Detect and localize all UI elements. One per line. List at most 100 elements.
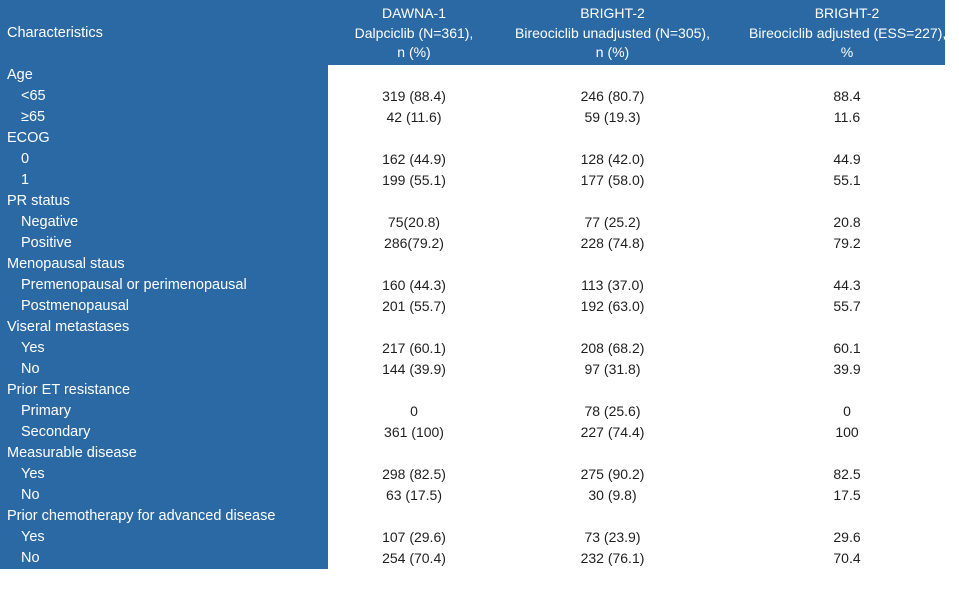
table-row-item: Yes 107 (29.6) 73 (23.9) 29.6 — [0, 527, 945, 548]
row-label: Viseral metastases — [0, 317, 328, 338]
row-value: 55.7 — [833, 298, 861, 314]
row-value — [725, 443, 945, 464]
row-value: 39.9 — [833, 361, 861, 377]
row-value: 75(20.8) — [387, 214, 441, 230]
row-value — [328, 443, 500, 464]
row-label: Menopausal staus — [0, 254, 328, 275]
row-label: Positive — [0, 233, 328, 254]
row-label: ≥65 — [0, 107, 328, 128]
row-value — [500, 317, 725, 338]
row-value: 73 (23.9) — [584, 529, 641, 545]
row-value — [500, 191, 725, 212]
row-value — [725, 317, 945, 338]
row-value — [500, 128, 725, 149]
row-value: 286(79.2) — [384, 235, 444, 251]
row-value — [500, 254, 725, 275]
table-row-category: Menopausal staus — [0, 254, 945, 275]
column-header-arm: Bireociclib adjusted (ESS=227), — [749, 24, 947, 41]
table-row-item: Positive 286(79.2) 228 (74.8) 79.2 — [0, 233, 945, 254]
row-label: Primary — [0, 401, 328, 422]
row-label: Yes — [0, 464, 328, 485]
characteristics-header: Characteristics — [7, 24, 103, 41]
table-row-category: Measurable disease — [0, 443, 945, 464]
table-row-category: Prior ET resistance — [0, 380, 945, 401]
row-value: 160 (44.3) — [382, 277, 446, 293]
row-value: 177 (58.0) — [580, 172, 645, 188]
row-value: 144 (39.9) — [382, 361, 446, 377]
row-value: 361 (100) — [384, 424, 444, 440]
row-value — [328, 506, 500, 527]
table-row-item: Yes 217 (60.1) 208 (68.2) 60.1 — [0, 338, 945, 359]
table-row-item: Primary 0 78 (25.6) 0 — [0, 401, 945, 422]
table-row-item: Yes 298 (82.5) 275 (90.2) 82.5 — [0, 464, 945, 485]
column-header-arm: Bireociclib unadjusted (N=305), — [515, 24, 710, 41]
row-value: 246 (80.7) — [580, 88, 645, 104]
table-row-item: <65 319 (88.4) 246 (80.7) 88.4 — [0, 86, 945, 107]
row-value: 128 (42.0) — [580, 151, 645, 167]
row-value: 60.1 — [833, 340, 861, 356]
row-label: Age — [0, 65, 328, 86]
row-value: 82.5 — [833, 466, 861, 482]
row-value: 100 — [835, 424, 859, 440]
column-header-arm: Dalpciclib (N=361), — [354, 24, 474, 41]
row-label: No — [0, 359, 328, 380]
table-row-category: Age — [0, 65, 945, 86]
row-value: 217 (60.1) — [382, 340, 446, 356]
table-row-item: Secondary 361 (100) 227 (74.4) 100 — [0, 422, 945, 443]
table-header: Characteristics DAWNA-1 Dalpciclib (N=36… — [0, 0, 947, 65]
row-label: Secondary — [0, 422, 328, 443]
table-row-category: Viseral metastases — [0, 317, 945, 338]
column-header-metric: n (%) — [397, 44, 431, 60]
column-header-dawna1: DAWNA-1 Dalpciclib (N=361), n (%) — [328, 0, 500, 65]
column-header-metric: n (%) — [595, 44, 630, 60]
row-value: 113 (37.0) — [581, 277, 644, 293]
row-value — [725, 254, 945, 275]
row-value: 275 (90.2) — [580, 466, 645, 482]
table-row-item: 0 162 (44.9) 128 (42.0) 44.9 — [0, 149, 945, 170]
column-header-bright2-adjusted: BRIGHT-2 Bireociclib adjusted (ESS=227),… — [725, 0, 947, 65]
table-row-item: 1 199 (55.1) 177 (58.0) 55.1 — [0, 170, 945, 191]
row-label: <65 — [0, 86, 328, 107]
row-value: 319 (88.4) — [382, 88, 446, 104]
row-label: PR status — [0, 191, 328, 212]
row-label: Prior chemotherapy for advanced disease — [0, 506, 328, 527]
row-label: Premenopausal or perimenopausal — [0, 275, 328, 296]
row-value — [725, 191, 945, 212]
row-value — [725, 380, 945, 401]
column-header-study: BRIGHT-2 — [580, 5, 645, 21]
row-value: 20.8 — [833, 214, 861, 230]
table-row-category: PR status — [0, 191, 945, 212]
table-row-item: Postmenopausal 201 (55.7) 192 (63.0) 55.7 — [0, 296, 945, 317]
row-value — [328, 65, 500, 86]
row-value — [328, 191, 500, 212]
row-value: 107 (29.6) — [382, 529, 446, 545]
row-value: 63 (17.5) — [385, 487, 443, 503]
row-value — [328, 380, 500, 401]
column-header-metric: % — [840, 44, 854, 60]
table-row-item: No 63 (17.5) 30 (9.8) 17.5 — [0, 485, 945, 506]
table-row-item: Premenopausal or perimenopausal 160 (44.3… — [0, 275, 945, 296]
row-value: 162 (44.9) — [382, 151, 446, 167]
column-header-bright2-unadjusted: BRIGHT-2 Bireociclib unadjusted (N=305),… — [500, 0, 725, 65]
row-label: 1 — [0, 170, 328, 191]
table-row-item: ≥65 42 (11.6) 59 (19.3) 11.6 — [0, 107, 945, 128]
table-body: Age <65 319 (88.4) 246 (80.7) 88.4 ≥65 42 (11.… — [0, 65, 945, 569]
row-value: 228 (74.8) — [580, 235, 645, 251]
row-label: Yes — [0, 338, 328, 359]
row-value: 227 (74.4) — [580, 424, 645, 440]
row-value — [500, 506, 725, 527]
row-label: ECOG — [0, 128, 328, 149]
row-value: 11.6 — [833, 109, 861, 125]
row-value — [500, 65, 725, 86]
row-label: Yes — [0, 527, 328, 548]
row-value: 88.4 — [833, 88, 861, 104]
row-label: No — [0, 548, 328, 569]
table-row-item: No 144 (39.9) 97 (31.8) 39.9 — [0, 359, 945, 380]
row-value: 208 (68.2) — [580, 340, 645, 356]
column-header-study: DAWNA-1 — [381, 5, 447, 21]
row-value — [725, 506, 945, 527]
row-value: 97 (31.8) — [584, 361, 641, 377]
row-label: Negative — [0, 212, 328, 233]
row-value: 42 (11.6) — [386, 109, 442, 125]
